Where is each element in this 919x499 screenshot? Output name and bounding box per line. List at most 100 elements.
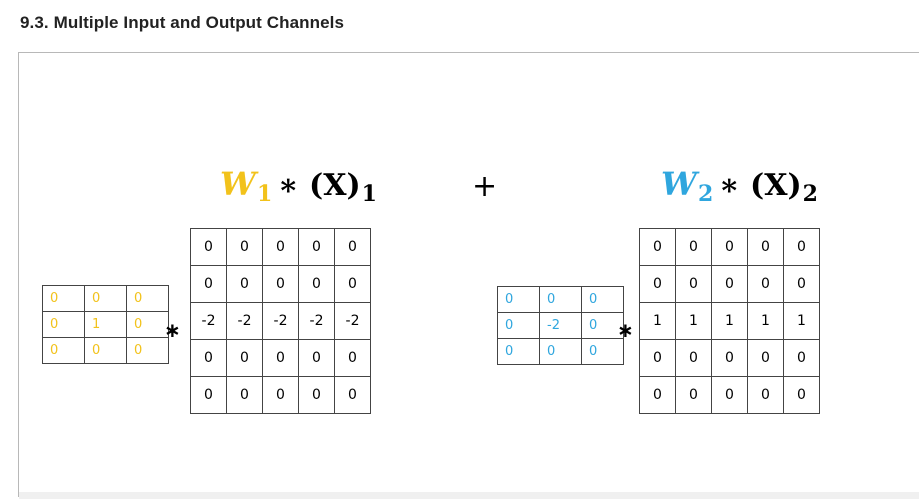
left-input-row: -2 -2 -2 -2 -2 bbox=[190, 302, 371, 340]
left-input-term: ∗ (X) bbox=[277, 168, 361, 203]
left-input-cell: -2 bbox=[298, 302, 335, 340]
right-input-cell: 0 bbox=[747, 228, 784, 266]
left-input-cell: 0 bbox=[226, 265, 263, 303]
right-kernel-row: 0 -2 0 bbox=[497, 312, 624, 339]
right-input-cell: 0 bbox=[711, 228, 748, 266]
right-input-cell: 1 bbox=[747, 302, 784, 340]
right-input-cell: 0 bbox=[639, 376, 676, 414]
left-input-cell: -2 bbox=[334, 302, 371, 340]
left-input-cell: 0 bbox=[262, 228, 299, 266]
left-input-cell: -2 bbox=[226, 302, 263, 340]
left-input-cell: 0 bbox=[262, 339, 299, 377]
left-input-cell: 0 bbox=[190, 339, 227, 377]
left-input-cell: 0 bbox=[226, 228, 263, 266]
left-kernel-cell: 0 bbox=[84, 337, 127, 364]
left-conv-operator: ∗ bbox=[164, 318, 181, 342]
right-input-cell: 0 bbox=[675, 265, 712, 303]
left-input-cell: 0 bbox=[190, 228, 227, 266]
right-input-term: ∗ (X) bbox=[718, 168, 802, 203]
left-input-cell: 0 bbox=[334, 376, 371, 414]
left-input-cell: 0 bbox=[334, 339, 371, 377]
left-input-cell: 0 bbox=[190, 265, 227, 303]
left-input-cell: 0 bbox=[298, 265, 335, 303]
right-kernel-cell: 0 bbox=[581, 286, 624, 313]
right-input-cell: 0 bbox=[783, 339, 820, 377]
left-input-cell: 0 bbox=[226, 376, 263, 414]
left-input-cell: 0 bbox=[334, 228, 371, 266]
left-kernel-cell: 0 bbox=[84, 285, 127, 312]
right-input-cell: 0 bbox=[675, 339, 712, 377]
left-formula: W1 ∗ (X)1 bbox=[220, 165, 377, 205]
right-weight-letter: W bbox=[661, 165, 697, 203]
right-input-cell: 0 bbox=[711, 376, 748, 414]
left-input-cell: -2 bbox=[262, 302, 299, 340]
right-formula: W2 ∗ (X)2 bbox=[661, 165, 818, 205]
right-weight-subscript: 2 bbox=[697, 181, 714, 207]
left-kernel-cell: 0 bbox=[42, 311, 85, 338]
right-input-cell: 0 bbox=[639, 339, 676, 377]
right-conv-operator: ∗ bbox=[617, 318, 634, 342]
left-kernel-cell: 0 bbox=[126, 337, 169, 364]
frame-bottom-edge bbox=[19, 492, 919, 499]
right-input-cell: 1 bbox=[711, 302, 748, 340]
right-kernel-cell: 0 bbox=[581, 338, 624, 365]
left-kernel-cell: 0 bbox=[126, 311, 169, 338]
right-input-cell: 0 bbox=[783, 228, 820, 266]
right-kernel-cell: 0 bbox=[497, 312, 540, 339]
left-input-cell: 0 bbox=[298, 376, 335, 414]
left-input-cell: 0 bbox=[262, 265, 299, 303]
right-input-cell: 0 bbox=[675, 376, 712, 414]
right-input-cell: 0 bbox=[747, 265, 784, 303]
right-kernel-cell: 0 bbox=[539, 338, 582, 365]
left-input-grid: 0 0 0 0 0 0 0 0 0 0 -2 -2 -2 -2 -2 0 0 0 0 0 0 0 0 0 0 bbox=[190, 228, 371, 414]
left-kernel-cell: 1 bbox=[84, 311, 127, 338]
left-kernel-cell: 0 bbox=[42, 285, 85, 312]
left-input-cell: 0 bbox=[298, 228, 335, 266]
page-heading: 9.3. Multiple Input and Output Channels bbox=[20, 13, 345, 32]
right-input-cell: 0 bbox=[639, 265, 676, 303]
right-input-cell: 1 bbox=[675, 302, 712, 340]
right-input-cell: 0 bbox=[675, 228, 712, 266]
right-input-cell: 0 bbox=[783, 265, 820, 303]
right-input-cell: 0 bbox=[639, 228, 676, 266]
right-input-cell: 0 bbox=[711, 339, 748, 377]
left-input-cell: 0 bbox=[262, 376, 299, 414]
left-kernel-cell: 0 bbox=[42, 337, 85, 364]
right-input-cell: 0 bbox=[783, 376, 820, 414]
left-input-cell: 0 bbox=[190, 376, 227, 414]
right-kernel-cell: -2 bbox=[539, 312, 582, 339]
right-input-subscript: 2 bbox=[802, 181, 818, 207]
right-input-cell: 0 bbox=[711, 265, 748, 303]
right-kernel-cell: 0 bbox=[539, 286, 582, 313]
left-weight-subscript: 1 bbox=[256, 181, 273, 207]
right-kernel-grid: 0 0 0 0 -2 0 0 0 0 bbox=[497, 286, 624, 365]
right-input-cell: 0 bbox=[747, 376, 784, 414]
left-kernel-cell: 0 bbox=[126, 285, 169, 312]
left-input-cell: 0 bbox=[226, 339, 263, 377]
right-kernel-cell: 0 bbox=[497, 338, 540, 365]
plus-sign: + bbox=[472, 169, 498, 204]
right-kernel-cell: 0 bbox=[497, 286, 540, 313]
right-input-cell: 1 bbox=[639, 302, 676, 340]
left-weight-letter: W bbox=[220, 165, 256, 203]
left-input-cell: 0 bbox=[298, 339, 335, 377]
left-input-cell: 0 bbox=[334, 265, 371, 303]
right-input-cell: 1 bbox=[783, 302, 820, 340]
left-input-subscript: 1 bbox=[361, 181, 377, 207]
